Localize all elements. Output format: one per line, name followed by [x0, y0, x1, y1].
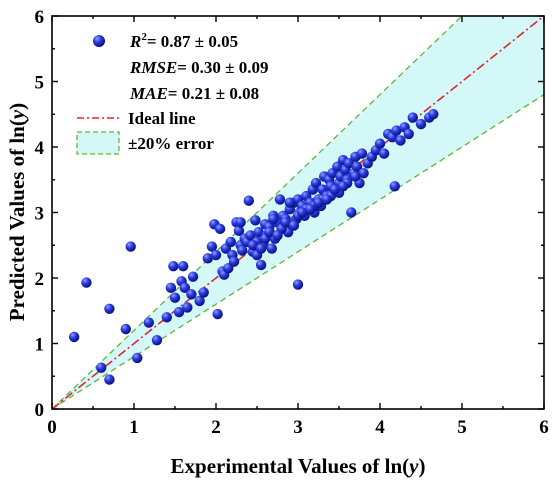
data-point [168, 261, 179, 272]
x-tick-label: 6 [539, 417, 549, 438]
data-point [245, 230, 256, 241]
data-point [253, 226, 264, 238]
data-point [343, 158, 355, 169]
data-point [194, 295, 205, 307]
data-point [403, 128, 414, 140]
data-point [378, 148, 390, 159]
data-point [186, 289, 197, 300]
y-tick-label: 6 [35, 7, 45, 28]
data-point [96, 362, 107, 373]
y-tick-label: 0 [35, 400, 45, 421]
error-band-lower-edge [52, 94, 544, 409]
data-point [296, 207, 308, 218]
data-point [346, 207, 357, 218]
data-point [350, 171, 361, 182]
data-point [250, 215, 261, 226]
x-axis-title: Experimental Values of ln(y) [171, 454, 426, 478]
data-point [356, 148, 368, 159]
data-point [389, 181, 400, 192]
data-point [206, 241, 218, 252]
data-point [407, 112, 418, 123]
y-axis-title: Predicted Values of ln(y) [5, 103, 29, 321]
data-point [358, 168, 369, 179]
legend-error-band-swatch [76, 131, 120, 155]
data-point [274, 194, 286, 205]
r2-stat: R2= 0.87 ± 0.05 [129, 31, 238, 51]
data-point [351, 161, 363, 172]
data-point [288, 220, 300, 231]
x-tick-label: 5 [457, 417, 467, 438]
y-tick-label: 4 [35, 138, 45, 159]
legend-ideal-line-label: Ideal line [128, 109, 196, 128]
data-point [151, 335, 163, 346]
y-tick-label: 2 [35, 269, 45, 290]
data-point [391, 125, 402, 136]
data-point [415, 118, 427, 130]
legend-error-band-label: ±20% error [128, 134, 214, 153]
y-tick-label: 3 [35, 204, 45, 225]
data-point [284, 197, 295, 208]
mae-stat: MAE= 0.21 ± 0.08 [129, 84, 259, 103]
data-point [428, 109, 439, 120]
data-point [266, 243, 277, 254]
data-point [374, 138, 386, 149]
data-point [202, 253, 213, 264]
x-tick-label: 4 [375, 417, 385, 438]
data-point [235, 217, 246, 228]
data-point [125, 241, 136, 252]
data-point [395, 135, 406, 146]
data-point [264, 226, 275, 238]
data-point [161, 312, 172, 323]
data-point [280, 217, 291, 228]
error-band-upper-edge [52, 16, 463, 409]
data-point [120, 323, 131, 335]
data-point [228, 256, 240, 267]
x-tick-label: 1 [129, 417, 139, 438]
rmse-stat: RMSE= 0.30 ± 0.09 [129, 58, 269, 77]
data-point [243, 195, 254, 206]
data-point [104, 374, 115, 385]
data-point [178, 261, 189, 272]
data-point [292, 279, 304, 290]
data-point [310, 177, 322, 189]
data-point [237, 245, 248, 256]
data-points [68, 109, 439, 385]
data-point [179, 282, 191, 294]
data-point [329, 184, 341, 195]
legend: R2= 0.87 ± 0.05 RMSE= 0.30 ± 0.09 MAE= 0… [76, 31, 269, 155]
x-tick-label: 2 [211, 417, 221, 438]
data-point [81, 277, 92, 288]
data-point [198, 287, 209, 298]
y-tick-label: 1 [35, 335, 45, 356]
data-point [255, 259, 267, 271]
data-point [173, 306, 185, 318]
data-point [233, 225, 245, 237]
data-point [268, 213, 279, 225]
data-point [212, 308, 223, 320]
data-point [68, 331, 80, 343]
axis-ticks: 0 1 2 3 4 5 6 0 1 2 3 4 5 6 [35, 7, 549, 438]
y-tick-label: 5 [35, 73, 45, 94]
data-point [182, 302, 193, 313]
data-point [165, 282, 177, 294]
data-point [321, 194, 332, 205]
x-tick-label: 3 [293, 417, 303, 438]
data-point [272, 230, 283, 241]
data-point [169, 292, 181, 303]
data-point [143, 317, 154, 328]
data-point [225, 236, 236, 248]
data-point [214, 223, 226, 235]
data-point [255, 243, 267, 254]
data-point [132, 352, 143, 364]
data-point [313, 197, 324, 208]
data-point [210, 249, 222, 261]
legend-point-marker [93, 35, 105, 47]
data-point [337, 181, 349, 192]
x-tick-label: 0 [47, 417, 57, 438]
data-point [187, 271, 199, 282]
data-point [104, 303, 115, 314]
data-point [247, 240, 259, 251]
data-point [305, 204, 316, 215]
